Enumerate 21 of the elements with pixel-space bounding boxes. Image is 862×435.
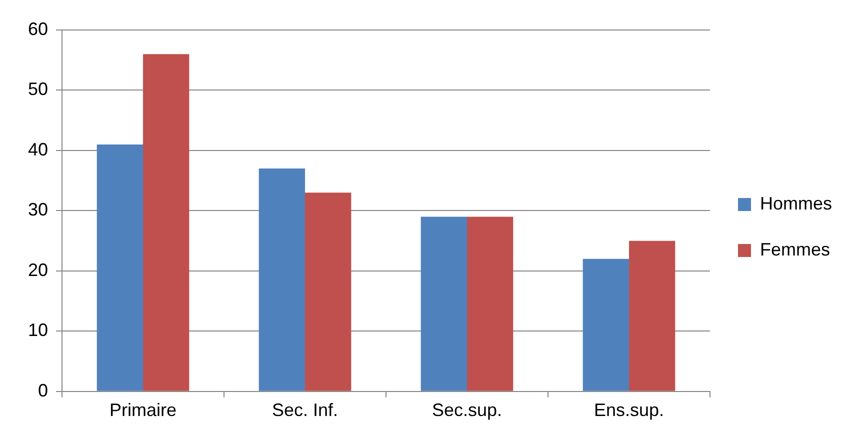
y-tick-label: 10 <box>28 320 48 340</box>
bar <box>96 144 144 391</box>
bar <box>467 216 514 391</box>
bar <box>143 54 190 391</box>
y-tick-label: 0 <box>38 380 48 400</box>
bar <box>582 258 629 391</box>
bar <box>258 168 306 391</box>
x-tick-label: Primaire <box>110 400 177 420</box>
x-tick-label: Sec. Inf. <box>272 400 338 420</box>
bar <box>305 192 352 391</box>
legend-label: Hommes <box>760 193 832 214</box>
y-tick-label: 30 <box>28 200 48 220</box>
bar <box>628 240 676 391</box>
y-tick-label: 50 <box>28 79 48 100</box>
y-tick-label: 20 <box>28 260 48 280</box>
x-tick-label: Sec.sup. <box>432 400 502 420</box>
y-tick-label: 60 <box>28 18 48 39</box>
x-tick-label: Ens.sup. <box>594 400 664 420</box>
legend-label: Femmes <box>760 239 830 260</box>
y-tick-label: 40 <box>28 139 48 160</box>
bar <box>420 216 468 391</box>
